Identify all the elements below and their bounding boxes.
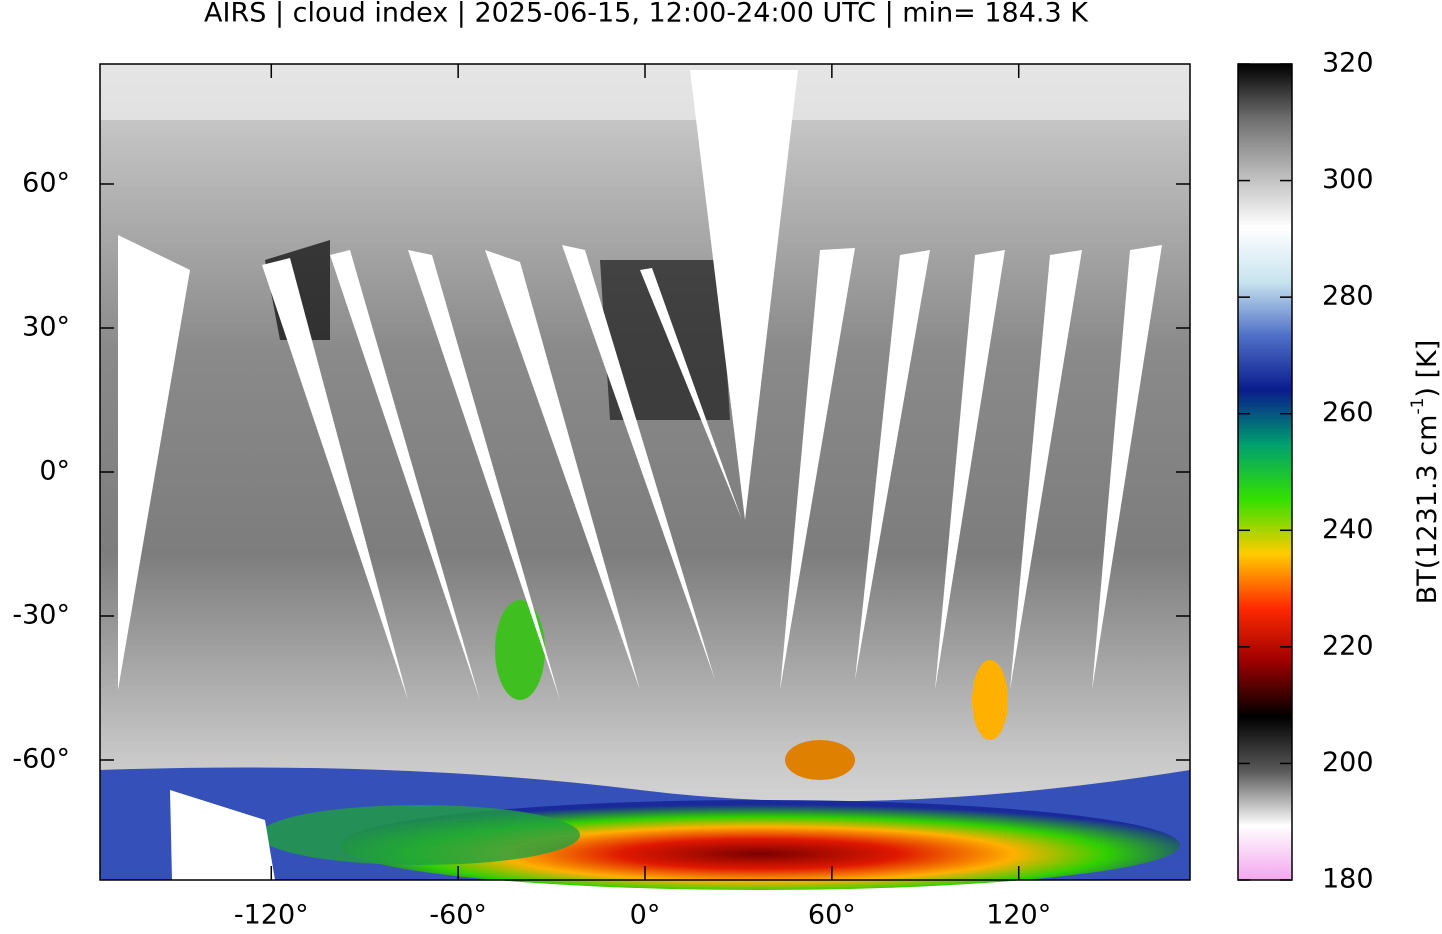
colorbar-tick-label: 320 — [1322, 48, 1374, 79]
colorbar-tick-label: 180 — [1322, 864, 1374, 895]
colorbar-tick-label: 260 — [1322, 397, 1374, 428]
colorbar — [1238, 64, 1292, 880]
x-tick-label: 60° — [808, 900, 856, 931]
label-superscript: -1 — [1408, 398, 1428, 415]
x-tick-label: -60° — [429, 900, 487, 931]
label-text: BT(1231.3 cm — [1412, 415, 1442, 605]
y-tick-label: -60° — [12, 744, 70, 775]
y-tick-label: 30° — [22, 312, 70, 343]
colorbar-label: BT(1231.3 cm-1) [K] — [1408, 340, 1442, 605]
map-image — [100, 64, 1190, 890]
y-tick-label: 0° — [39, 456, 70, 487]
colorbar-tick-label: 280 — [1322, 281, 1374, 312]
x-tick-label: 0° — [630, 900, 661, 931]
x-tick-label: -120° — [234, 900, 309, 931]
colorbar-tick-label: 200 — [1322, 747, 1374, 778]
colorbar-tick-label: 220 — [1322, 630, 1374, 661]
x-tick-label: 120° — [986, 900, 1051, 931]
colorbar-tick-label: 300 — [1322, 164, 1374, 195]
label-text: ) [K] — [1412, 340, 1442, 398]
y-tick-label: 60° — [22, 168, 70, 199]
y-tick-label: -30° — [12, 600, 70, 631]
colorbar-tick-label: 240 — [1322, 514, 1374, 545]
chart-title: AIRS | cloud index | 2025-06-15, 12:00-2… — [204, 0, 1089, 29]
